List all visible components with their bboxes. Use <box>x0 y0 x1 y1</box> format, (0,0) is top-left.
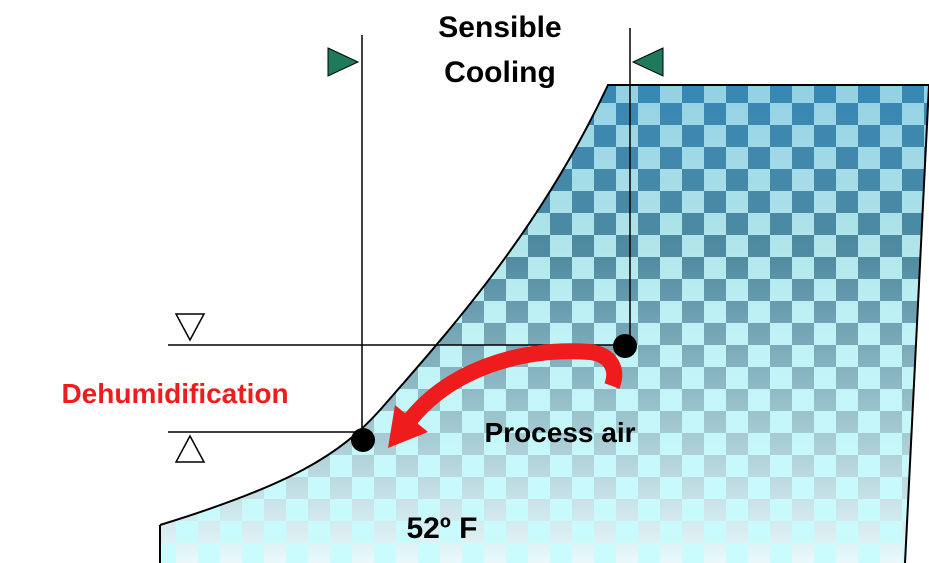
label: Process air <box>485 417 636 448</box>
marker-triangle <box>176 436 204 462</box>
marker-flag <box>328 48 358 76</box>
marker-flag <box>633 48 663 76</box>
marker-triangle <box>176 314 204 340</box>
diagram: Sensible Cooling Dehumidification Proces… <box>0 0 929 563</box>
label: Cooling <box>444 56 556 89</box>
state-point <box>613 334 637 358</box>
label: Dehumidification <box>61 378 288 409</box>
label: 52º F <box>407 512 478 545</box>
label: Sensible <box>438 11 561 44</box>
state-point <box>351 428 375 452</box>
